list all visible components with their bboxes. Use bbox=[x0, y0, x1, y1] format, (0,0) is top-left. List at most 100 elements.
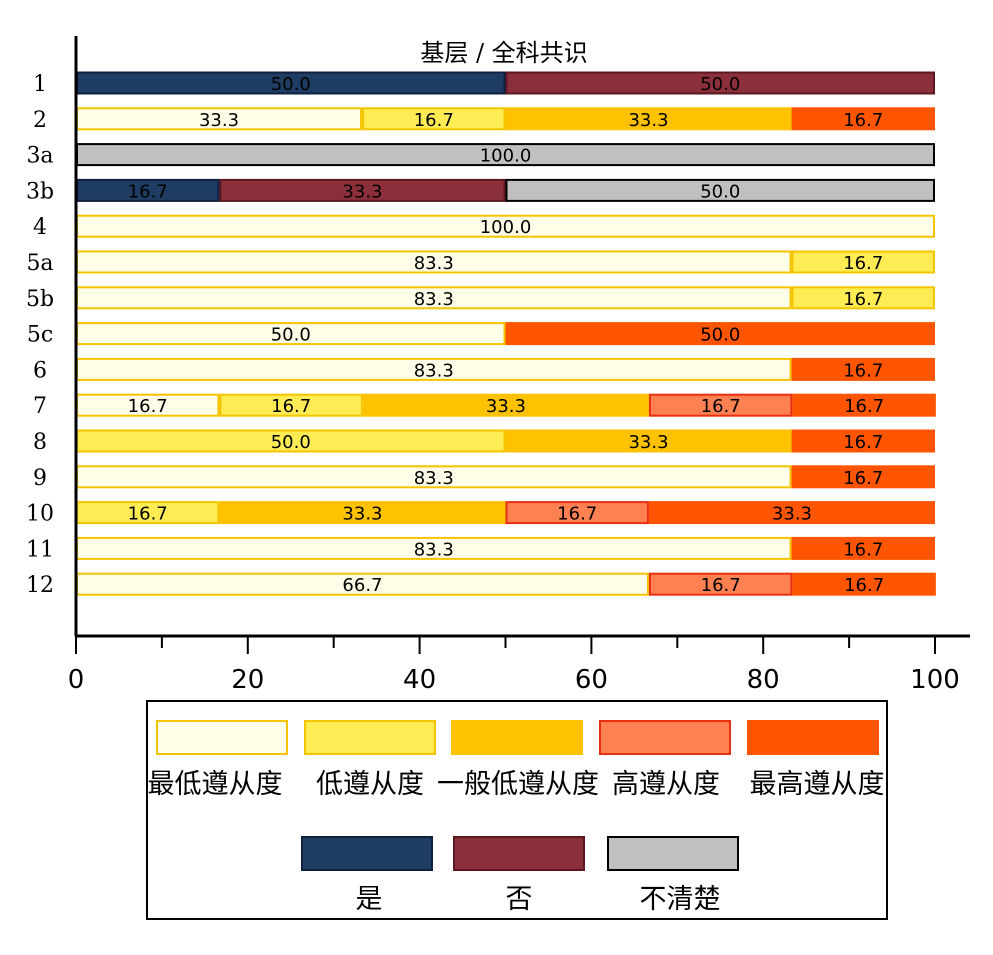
legend-swatch-lowest bbox=[156, 720, 288, 755]
data-label-5a-0: 83.3 bbox=[414, 253, 454, 274]
bar-segment-7-mid bbox=[362, 393, 649, 417]
legend-swatch-unclear bbox=[607, 836, 739, 871]
row-label-8: 8 bbox=[33, 430, 47, 455]
data-label-7-2: 33.3 bbox=[486, 396, 526, 417]
x-tick-label-0: 0 bbox=[68, 665, 85, 695]
bar-segment-2-highest bbox=[791, 107, 935, 131]
row-label-5c: 5c bbox=[27, 323, 53, 348]
legend-label-low: 低遵从度 bbox=[316, 769, 424, 800]
bar-segment-5c-highest bbox=[505, 322, 935, 346]
bar-segment-6-highest bbox=[791, 357, 935, 381]
row-label-12: 12 bbox=[26, 573, 54, 598]
bar-segment-9-highest bbox=[791, 465, 935, 489]
bar-segment-10-highest bbox=[648, 501, 935, 525]
bar-segment-2-low bbox=[362, 107, 506, 131]
row-label-11: 11 bbox=[26, 537, 54, 562]
bar-segment-11-highest bbox=[791, 536, 935, 560]
data-label-2-0: 33.3 bbox=[199, 110, 239, 131]
data-label-5b-0: 83.3 bbox=[414, 289, 454, 310]
data-label-7-3: 16.7 bbox=[701, 396, 741, 417]
data-label-12-0: 66.7 bbox=[342, 575, 382, 596]
data-label-7-4: 16.7 bbox=[844, 396, 884, 417]
row-label-3b: 3b bbox=[26, 179, 54, 204]
data-label-11-1: 16.7 bbox=[843, 539, 883, 560]
row-label-5a: 5a bbox=[26, 251, 53, 276]
bar-segment-7-highest bbox=[792, 393, 936, 417]
row-label-9: 9 bbox=[33, 466, 47, 491]
data-label-5b-1: 16.7 bbox=[843, 289, 883, 310]
row-label-3a: 3a bbox=[26, 144, 53, 169]
bar-segment-2-mid bbox=[505, 107, 792, 131]
data-label-6-1: 16.7 bbox=[843, 360, 883, 381]
data-label-8-2: 16.7 bbox=[843, 432, 883, 453]
data-label-1-0: 50.0 bbox=[271, 74, 311, 95]
bar-segment-3b-no bbox=[219, 178, 506, 202]
data-label-3b-2: 50.0 bbox=[700, 181, 740, 202]
x-tick-label-40: 40 bbox=[403, 665, 436, 695]
data-label-4-0: 100.0 bbox=[480, 217, 532, 238]
data-label-12-1: 16.7 bbox=[701, 575, 741, 596]
bar-segment-12-highest bbox=[792, 572, 936, 596]
data-label-5c-1: 50.0 bbox=[700, 325, 740, 346]
bar-segment-7-low bbox=[219, 393, 363, 417]
data-label-10-3: 33.3 bbox=[772, 504, 812, 525]
data-label-7-0: 16.7 bbox=[128, 396, 168, 417]
chart-title: 基层 / 全科共识 bbox=[420, 39, 587, 67]
legend-label-mid: 一般低遵从度 bbox=[437, 769, 599, 800]
data-label-2-1: 16.7 bbox=[414, 110, 454, 131]
bar-segment-12-high bbox=[648, 572, 793, 596]
bar-segment-5b-low bbox=[791, 286, 935, 310]
data-label-2-2: 33.3 bbox=[628, 110, 668, 131]
row-label-1: 1 bbox=[33, 72, 47, 97]
data-label-3b-1: 33.3 bbox=[342, 181, 382, 202]
data-label-10-1: 33.3 bbox=[342, 504, 382, 525]
data-label-11-0: 83.3 bbox=[414, 539, 454, 560]
legend-label-unclear: 不清楚 bbox=[640, 884, 721, 915]
row-label-10: 10 bbox=[26, 502, 54, 527]
legend-label-yes: 是 bbox=[356, 884, 383, 915]
legend-label-lowest: 最低遵从度 bbox=[148, 769, 283, 800]
row-label-7: 7 bbox=[33, 394, 47, 419]
bar-segment-8-highest bbox=[791, 429, 935, 453]
x-axis: 0 20 40 60 80 100 bbox=[68, 36, 970, 695]
legend-swatch-yes bbox=[301, 836, 433, 871]
data-label-6-0: 83.3 bbox=[414, 360, 454, 381]
data-label-2-3: 16.7 bbox=[843, 110, 883, 131]
bar-segment-8-mid bbox=[505, 429, 792, 453]
bar-segment-7-high bbox=[648, 393, 793, 417]
data-label-5a-1: 16.7 bbox=[843, 253, 883, 274]
x-tick-label-60: 60 bbox=[575, 665, 608, 695]
row-label-4: 4 bbox=[33, 215, 47, 240]
bar-segment-1-no bbox=[505, 71, 935, 95]
row-label-5b: 5b bbox=[26, 287, 54, 312]
data-label-10-0: 16.7 bbox=[128, 504, 168, 525]
data-label-9-1: 16.7 bbox=[843, 468, 883, 489]
bar-segment-10-mid bbox=[219, 501, 506, 525]
legend-swatch-highest bbox=[747, 720, 879, 755]
legend-box bbox=[146, 700, 888, 920]
bar-segment-10-high bbox=[505, 501, 649, 525]
row-label-6: 6 bbox=[33, 358, 47, 383]
legend-swatch-high bbox=[599, 720, 731, 755]
legend-swatch-no bbox=[453, 836, 585, 871]
legend-label-highest: 最高遵从度 bbox=[750, 769, 885, 800]
data-label-12-2: 16.7 bbox=[844, 575, 884, 596]
data-label-7-1: 16.7 bbox=[271, 396, 311, 417]
data-label-3b-0: 16.7 bbox=[128, 181, 168, 202]
legend-swatch-mid bbox=[451, 720, 583, 755]
legend-label-high: 高遵从度 bbox=[612, 769, 720, 800]
bar-segment-5a-low bbox=[791, 250, 935, 274]
data-label-3a-0: 100.0 bbox=[480, 146, 532, 167]
bar-segment-3b-unclear bbox=[505, 178, 935, 202]
bars-layer: 50.0 50.0 33.3 16.7 33.3 16.7 100.0 16.7 33.3 50.… bbox=[76, 71, 936, 596]
row-label-2: 2 bbox=[33, 108, 47, 133]
data-label-8-0: 50.0 bbox=[271, 432, 311, 453]
data-label-8-1: 33.3 bbox=[628, 432, 668, 453]
data-label-1-1: 50.0 bbox=[700, 74, 740, 95]
x-tick-label-20: 20 bbox=[231, 665, 264, 695]
x-tick-label-80: 80 bbox=[747, 665, 780, 695]
data-label-9-0: 83.3 bbox=[414, 468, 454, 489]
